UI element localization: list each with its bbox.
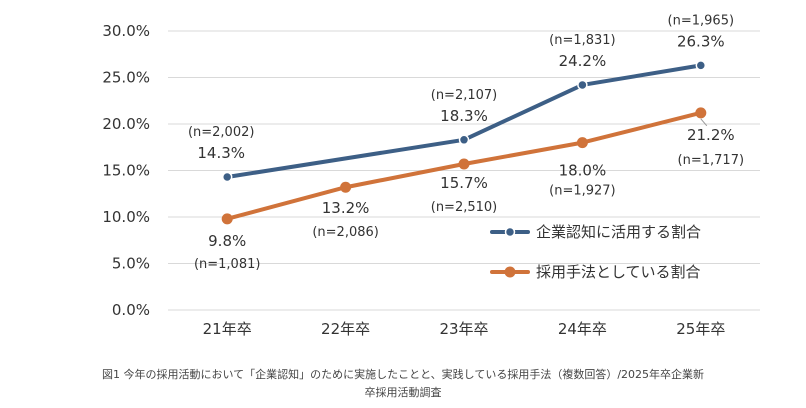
x-tick-label: 24年卒 bbox=[558, 320, 607, 338]
y-tick-label: 10.0% bbox=[102, 208, 150, 226]
value-label: 14.3% bbox=[197, 144, 245, 162]
data-point bbox=[221, 213, 233, 225]
line-chart: 0.0% 5.0% 10.0% 15.0% 20.0% 25.0% 30.0% 21年卒 22年… bbox=[102, 13, 760, 338]
data-point bbox=[458, 134, 470, 146]
leader-line bbox=[700, 118, 708, 127]
caption-line-2: 卒採用活動調査 bbox=[364, 386, 442, 399]
y-tick-label: 5.0% bbox=[112, 255, 150, 273]
value-label: 15.7% bbox=[440, 174, 488, 192]
value-label: 9.8% bbox=[208, 232, 246, 250]
data-point bbox=[221, 171, 233, 183]
legend-swatch-marker bbox=[504, 266, 516, 278]
n-label: (n=1,717) bbox=[678, 153, 745, 168]
data-point bbox=[576, 137, 588, 149]
n-label: (n=2,002) bbox=[188, 125, 255, 140]
x-tick-label: 22年卒 bbox=[321, 320, 370, 338]
x-tick-label: 23年卒 bbox=[439, 320, 488, 338]
chart-svg: 0.0% 5.0% 10.0% 15.0% 20.0% 25.0% 30.0% 21年卒 22年… bbox=[102, 13, 760, 338]
value-label: 26.3% bbox=[677, 32, 725, 50]
value-label: 13.2% bbox=[322, 199, 370, 217]
n-label: (n=1,081) bbox=[194, 257, 261, 272]
y-tick-label: 25.0% bbox=[102, 69, 150, 87]
y-tick-label: 20.0% bbox=[102, 115, 150, 133]
data-point bbox=[577, 79, 588, 91]
data-point bbox=[340, 181, 352, 193]
n-label: (n=2,510) bbox=[431, 200, 498, 215]
data-point bbox=[695, 107, 707, 119]
caption-line-1: 図1 今年の採用活動において「企業認知」のために実施したことと、実践している採用… bbox=[101, 368, 705, 381]
legend-swatch-marker bbox=[504, 226, 516, 238]
n-label: (n=1,965) bbox=[668, 13, 735, 28]
value-label: 18.0% bbox=[559, 162, 607, 180]
y-tick-label: 0.0% bbox=[112, 301, 150, 319]
n-label: (n=2,107) bbox=[431, 88, 498, 103]
series-line bbox=[225, 63, 703, 180]
n-label: (n=1,831) bbox=[549, 33, 616, 48]
data-point bbox=[695, 60, 707, 71]
y-tick-label: 15.0% bbox=[102, 162, 150, 180]
figure-caption: 図1 今年の採用活動において「企業認知」のために実施したことと、実践している採用… bbox=[0, 366, 806, 402]
n-label: (n=2,086) bbox=[312, 225, 379, 240]
legend-label: 企業認知に活用する割合 bbox=[536, 223, 701, 241]
y-tick-label: 30.0% bbox=[102, 22, 150, 40]
value-label: 24.2% bbox=[559, 52, 607, 70]
value-label: 18.3% bbox=[440, 107, 488, 125]
x-tick-label: 21年卒 bbox=[203, 320, 252, 338]
value-label: 21.2% bbox=[687, 126, 735, 144]
data-point bbox=[458, 158, 470, 170]
legend-label: 採用手法としている割合 bbox=[536, 263, 701, 281]
n-label: (n=1,927) bbox=[549, 184, 616, 199]
x-tick-label: 25年卒 bbox=[676, 320, 725, 338]
